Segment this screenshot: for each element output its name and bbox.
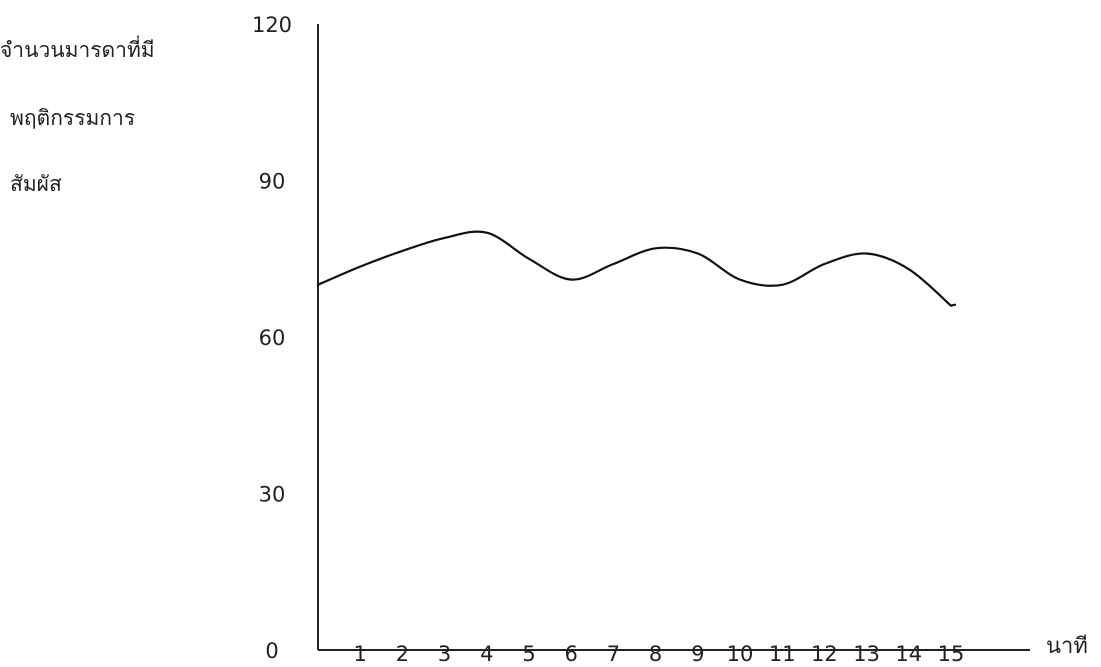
x-tick-label: 1 [354, 642, 367, 666]
x-tick-label: 4 [480, 642, 493, 666]
y-axis-label-line-1: จำนวนมารดาที่มี [0, 38, 155, 62]
x-axis-label: นาที [1046, 634, 1088, 659]
y-tick-label: 30 [259, 483, 286, 507]
y-tick-labels: 0 30 60 90 120 [252, 13, 292, 663]
x-tick-label: 7 [607, 642, 620, 666]
x-tick-label: 14 [895, 642, 922, 666]
y-axis-label-line-2: พฤติกรรมการ [10, 106, 136, 130]
x-tick-label: 8 [649, 642, 662, 666]
x-tick-label: 2 [396, 642, 409, 666]
y-tick-label: 90 [259, 170, 286, 194]
x-tick-label: 9 [691, 642, 704, 666]
x-tick-label: 5 [522, 642, 535, 666]
series-line [316, 230, 957, 307]
x-tick-label: 10 [727, 642, 754, 666]
x-tick-labels: 1 2 3 4 5 6 7 8 9 10 11 12 13 14 15 [354, 642, 965, 666]
x-tick-label: 3 [438, 642, 451, 666]
y-tick-label: 0 [265, 639, 278, 663]
x-tick-label: 13 [853, 642, 880, 666]
x-tick-label: 15 [938, 642, 965, 666]
y-tick-label: 120 [252, 13, 292, 37]
y-axis-label-line-3: สัมผัส [10, 172, 62, 196]
x-tick-label: 6 [565, 642, 578, 666]
y-tick-label: 60 [259, 326, 286, 350]
x-tick-label: 11 [769, 642, 796, 666]
x-tick-label: 12 [811, 642, 838, 666]
